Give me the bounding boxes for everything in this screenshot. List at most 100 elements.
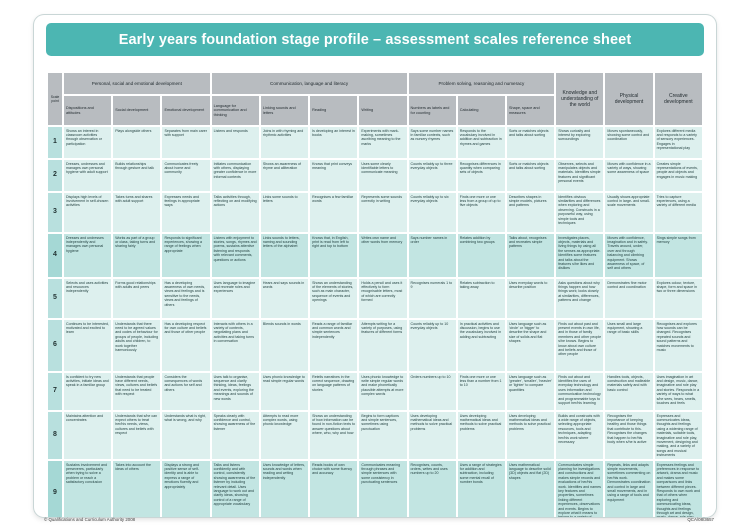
descriptor-cell: Initiates communication with others, dis… <box>211 160 259 191</box>
copyright-footer: © Qualifications and Curriculum Authorit… <box>44 517 136 522</box>
descriptor-cell: Sorts or matches objects and talks about… <box>506 160 555 191</box>
descriptor-cell: Demonstrates fine motor control and coor… <box>605 279 653 318</box>
descriptor-cell: Selects and uses activities and resource… <box>64 279 112 318</box>
descriptor-cell: Identifies obvious similarities and diff… <box>556 193 604 232</box>
descriptor-cell: Sustains involvement and perseveres, par… <box>64 461 112 517</box>
table-row: 5 Selects and uses activities and resourc… <box>48 279 702 318</box>
descriptor-cell: Responds to significant experiences, sho… <box>162 234 210 277</box>
scale-point-cell: 6 <box>48 320 62 371</box>
descriptor-cell: Is confident to try new activities, init… <box>64 373 112 410</box>
descriptor-cell: Knows that, in English, print is read fr… <box>310 234 358 277</box>
descriptor-cell: Uses language such as 'greater', 'smalle… <box>506 373 555 410</box>
personal-social-header: Personal, social and emotional developme… <box>64 73 210 94</box>
descriptor-cell: Moves spontaneously, showing some contro… <box>605 127 653 158</box>
descriptor-cell: Uses mathematical language to describe s… <box>506 461 555 517</box>
descriptor-cell: Understands that people have different n… <box>113 373 161 410</box>
descriptor-cell: Builds and constructs with a wide range … <box>556 412 604 460</box>
descriptor-cell: Counts reliably up to six everyday objec… <box>408 193 456 232</box>
reference-code-footer: QCA/08/3657 <box>687 517 714 522</box>
problem-solving-header: Problem solving, reasoning and numeracy <box>408 73 555 94</box>
descriptor-cell: Reads a range of familiar and common wor… <box>310 320 358 371</box>
descriptor-cell: Shows an awareness of rhyme and allitera… <box>260 160 309 191</box>
descriptor-cell: Takes turns and shares with adult suppor… <box>113 193 161 232</box>
descriptor-cell: Hears and says sounds in words <box>260 279 309 318</box>
table-row: 1 Shows an interest in classroom activiti… <box>48 127 702 158</box>
descriptor-cell: Uses developing mathematical ideas and m… <box>457 412 505 460</box>
descriptor-cell: Recognises the importance of keeping hea… <box>605 412 653 460</box>
scale-point-cell: 7 <box>48 373 62 410</box>
descriptor-cell: Moves with confidence, imagination and i… <box>605 234 653 277</box>
descriptor-cell: Continues to be interested, motivated an… <box>64 320 112 371</box>
descriptor-cell: Listens and responds <box>211 127 259 158</box>
subheader: Social development <box>113 96 161 125</box>
descriptor-cell: Takes into account the ideas of others <box>113 461 161 517</box>
descriptor-cell: Counts reliably up to 10 everyday object… <box>408 320 456 371</box>
descriptor-cell: Repeats, links and adapts simple movemen… <box>605 461 653 517</box>
descriptor-cell: Talks activities through, reflecting on … <box>211 193 259 232</box>
descriptor-cell: Relates subtraction to taking away <box>457 279 505 318</box>
descriptor-cell: Shows an understanding of how informatio… <box>310 412 358 460</box>
descriptor-cell: Attempts writing for a variety of purpos… <box>359 320 407 371</box>
table-row: 8 Maintains attention and concentrates Und… <box>48 412 702 460</box>
descriptor-cell: In practical activities and discussion, … <box>457 320 505 371</box>
descriptor-cell: Retells narratives in the correct sequen… <box>310 373 358 410</box>
scale-point-cell: 8 <box>48 412 62 460</box>
descriptor-cell: Observes, selects and manipulates object… <box>556 160 604 191</box>
descriptor-cell: Explores different media and responds to… <box>654 127 702 158</box>
assessment-grid: Scale point Personal, social and emotion… <box>46 71 704 517</box>
descriptor-cell: Finds out about past and present events … <box>556 320 604 371</box>
descriptor-cell: Forms good relationships with adults and… <box>113 279 161 318</box>
descriptor-cell: Blends sounds in words <box>260 320 309 371</box>
descriptor-cell: Expresses and communicates ideas, though… <box>654 412 702 460</box>
physical-header: Physical development <box>605 73 653 125</box>
descriptor-cell: Holds a pencil and uses it effectively t… <box>359 279 407 318</box>
descriptor-cell: Relates addition by combining two groups <box>457 234 505 277</box>
table-row: 7 Is confident to try new activities, ini… <box>48 373 702 410</box>
descriptor-cell: Links some sounds to letters <box>260 193 309 232</box>
descriptor-cell: Interacts with others in a variety of co… <box>211 320 259 371</box>
descriptor-cell: Uses phonic knowledge to write simple re… <box>359 373 407 410</box>
descriptor-cell: Finds out about and identifies the uses … <box>556 373 604 410</box>
descriptor-cell: Joins in with rhyming and rhythmic activ… <box>260 127 309 158</box>
subheader: Numbers as labels and for counting <box>408 96 456 125</box>
descriptor-cell: Uses imagination in art and design, musi… <box>654 373 702 410</box>
subheader: Linking sounds and letters <box>260 96 309 125</box>
descriptor-cell: Has a developing respect for own culture… <box>162 320 210 371</box>
descriptor-cell: Understands that there need to be agreed… <box>113 320 161 371</box>
table-row: 6 Continues to be interested, motivated a… <box>48 320 702 371</box>
descriptor-cell: Expresses needs and feelings in appropri… <box>162 193 210 232</box>
subheader: Emotional development <box>162 96 210 125</box>
descriptor-cell: Creates simple representations of events… <box>654 160 702 191</box>
descriptor-cell: Responds to the vocabulary involved in a… <box>457 127 505 158</box>
descriptor-cell: Uses phonic knowledge to read simple reg… <box>260 373 309 410</box>
table-row: 4 Dresses and undresses independently and… <box>48 234 702 277</box>
descriptor-cell: Works as part of a group or class, takin… <box>113 234 161 277</box>
descriptor-cell: Explores colour, texture, shape, form an… <box>654 279 702 318</box>
subheader: Dispositions and attitudes <box>64 96 112 125</box>
subheader: Shape, space and measures <box>506 96 555 125</box>
descriptor-cell: Describes shapes in simple models, pictu… <box>506 193 555 232</box>
communication-header: Communication, language and literacy <box>211 73 407 94</box>
descriptor-cell: Recognises a few familiar words <box>310 193 358 232</box>
descriptor-cell: Understands what is right, what is wrong… <box>162 412 210 460</box>
descriptor-cell: Shows an understanding of the elements o… <box>310 279 358 318</box>
descriptor-cell: Maintains attention and concentrates <box>64 412 112 460</box>
descriptor-cell: Finds one more or one less from a group … <box>457 193 505 232</box>
descriptor-cell: Moves with confidence in a variety of wa… <box>605 160 653 191</box>
scale-point-cell: 9 <box>48 461 62 517</box>
scale-point-cell: 3 <box>48 193 62 232</box>
grid-body: 1 Shows an interest in classroom activiti… <box>48 127 702 517</box>
descriptor-cell: Speaks clearly with confidence and contr… <box>211 412 259 460</box>
descriptor-cell: Knows that print conveys meaning <box>310 160 358 191</box>
descriptor-cell: Plays alongside others <box>113 127 161 158</box>
descriptor-cell: Says some number names in familiar conte… <box>408 127 456 158</box>
descriptor-cell: Uses developing mathematical ideas and m… <box>408 412 456 460</box>
descriptor-cell: Handles tools, objects, construction and… <box>605 373 653 410</box>
descriptor-cell: Uses some clearly identifiable letters t… <box>359 160 407 191</box>
scale-point-cell: 4 <box>48 234 62 277</box>
descriptor-cell: Tries to capture experiences, using a va… <box>654 193 702 232</box>
descriptor-cell: Uses small and large equipment, showing … <box>605 320 653 371</box>
descriptor-cell: Has a developing awareness of own needs,… <box>162 279 210 318</box>
descriptor-cell: Investigates places, objects, materials … <box>556 234 604 277</box>
descriptor-cell: Begins to form captions and simple sente… <box>359 412 407 460</box>
